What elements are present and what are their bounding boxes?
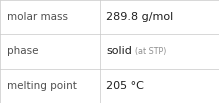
Text: solid: solid (106, 46, 132, 57)
Text: 289.8 g/mol: 289.8 g/mol (106, 12, 173, 22)
Text: melting point: melting point (7, 81, 76, 91)
Text: molar mass: molar mass (7, 12, 68, 22)
Text: (at STP): (at STP) (135, 47, 167, 56)
Text: phase: phase (7, 46, 38, 57)
Text: 205 °C: 205 °C (106, 81, 144, 91)
